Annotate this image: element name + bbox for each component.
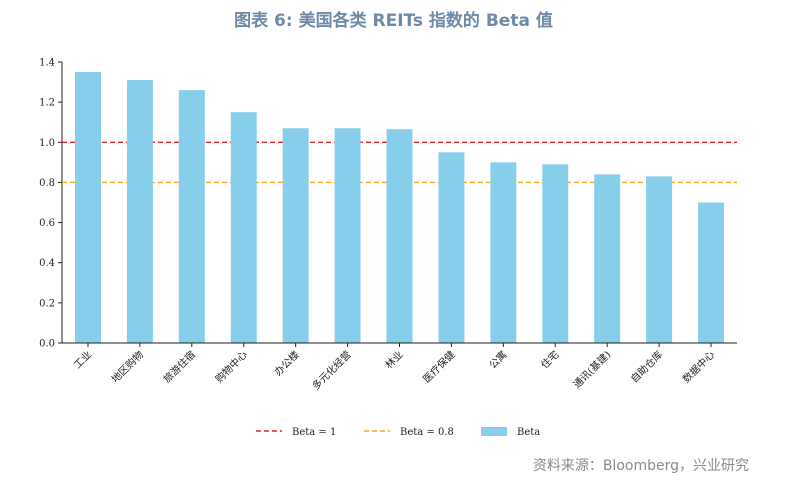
x-tick-label: 医疗保健 [420,348,457,385]
x-tick-label: 自助仓库 [628,348,665,385]
y-tick-label: 1.4 [39,58,55,69]
legend-label: Beta [517,427,540,438]
y-axis: 0.0 0.2 0.4 0.6 0.8 1.0 1.2 1.4 [39,58,63,350]
y-tick-label: 0.0 [39,339,55,350]
source-note: 资料来源：Bloomberg，兴业研究 [532,458,749,474]
y-tick-label: 0.8 [39,178,55,189]
bar [594,174,621,343]
y-tick-label: 0.4 [39,258,55,269]
bar [542,164,569,343]
bar [386,129,413,343]
x-tick-label: 通讯(基建) [570,348,613,391]
x-tick-label: 购物中心 [212,348,249,385]
legend: Beta = 1 Beta = 0.8 Beta [256,427,540,438]
x-tick-label: 数据中心 [680,348,717,385]
x-tick-label: 工业 [71,349,94,372]
chart-title: 图表 6: 美国各类 REITs 指数的 Beta 值 [234,11,553,31]
y-tick-label: 1.2 [39,98,55,109]
y-tick-label: 1.0 [39,138,55,149]
legend-label: Beta = 0.8 [400,427,454,438]
bar [178,90,205,343]
x-tick-label: 公寓 [486,348,509,371]
bar [646,176,673,343]
bar [334,128,361,343]
legend-label: Beta = 1 [292,427,336,438]
y-tick-label: 0.2 [39,298,55,309]
bar [438,152,465,343]
x-tick-label: 办公楼 [271,348,301,378]
x-tick-label: 旅游住宿 [160,348,197,385]
x-tick-label: 住宅 [538,348,561,371]
bar [490,162,517,343]
bar [698,202,725,343]
bar [230,112,257,343]
x-tick-label: 林业 [382,348,405,371]
x-axis: 工业 地区购物 旅游住宿 购物中心 办公楼 多元化经营 林业 医疗保健 公寓 住宅 通讯(基建) 自助… [62,342,737,393]
x-tick-label: 地区购物 [109,348,146,385]
x-tick-label: 多元化经营 [309,348,354,393]
bar [282,128,309,343]
legend-swatch [481,427,507,436]
bar [74,72,101,344]
bars [74,72,725,344]
y-tick-label: 0.6 [39,218,55,229]
bar [126,80,153,344]
